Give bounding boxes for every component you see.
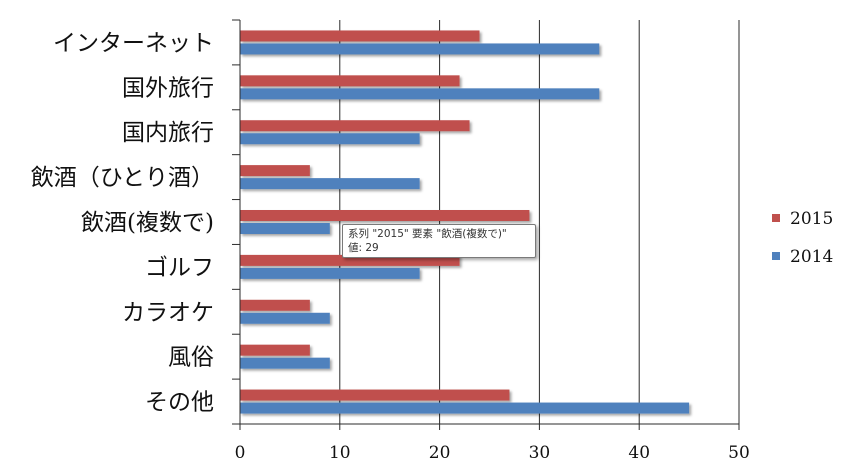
bar-2015[interactable]: [240, 165, 310, 177]
category-label: 国外旅行: [122, 75, 214, 101]
bar-2015[interactable]: [240, 389, 510, 401]
category-label: 風俗: [168, 345, 214, 371]
legend-swatch-2015: [772, 214, 780, 222]
bar-2014[interactable]: [240, 178, 420, 190]
bar-2015[interactable]: [240, 299, 310, 311]
bar-tooltip: 系列 "2015" 要素 "飲酒(複数で)" 値: 29: [342, 224, 536, 258]
bar-2014[interactable]: [240, 402, 690, 414]
category-label: インターネット: [53, 30, 214, 56]
bar-2014[interactable]: [240, 133, 420, 145]
x-tick-label: 30: [529, 443, 551, 463]
category-label: その他: [145, 390, 214, 416]
bar-2015[interactable]: [240, 210, 530, 221]
x-tick-label: 50: [728, 443, 750, 463]
x-tick-label: 20: [429, 443, 451, 463]
gridlines: [339, 20, 740, 424]
bars: [240, 30, 690, 414]
bar-2014[interactable]: [240, 88, 600, 100]
tooltip-value-line: 値: 29: [348, 242, 379, 254]
bar-2014[interactable]: [240, 223, 330, 234]
x-tick-labels: 0 10 20 30 40 50: [235, 443, 750, 463]
category-label: ゴルフ: [145, 255, 214, 281]
bar-2014[interactable]: [240, 43, 600, 55]
category-label: カラオケ: [122, 300, 214, 326]
bar-2014[interactable]: [240, 267, 420, 279]
legend: 2015 2014: [772, 209, 833, 267]
tooltip-series-line: 系列 "2015" 要素 "飲酒(複数で)": [348, 228, 507, 240]
bar-2015[interactable]: [240, 254, 460, 266]
x-tick-label: 10: [329, 443, 351, 463]
category-label: 飲酒（ひとり酒）: [31, 165, 214, 191]
legend-label-2014: 2014: [790, 247, 833, 267]
bar-2014[interactable]: [240, 357, 330, 369]
category-label: 飲酒(複数で): [81, 210, 214, 236]
bar-2015[interactable]: [240, 344, 310, 356]
bar-2014[interactable]: [240, 312, 330, 324]
category-label: 国内旅行: [122, 120, 214, 146]
bar-2015[interactable]: [240, 30, 480, 42]
x-tick-label: 0: [235, 443, 246, 463]
axes: [232, 19, 740, 430]
x-tick-label: 40: [628, 443, 650, 463]
legend-label-2015: 2015: [790, 209, 833, 229]
legend-swatch-2014: [772, 252, 780, 260]
bar-2015[interactable]: [240, 75, 460, 87]
bar-2015[interactable]: [240, 120, 470, 132]
